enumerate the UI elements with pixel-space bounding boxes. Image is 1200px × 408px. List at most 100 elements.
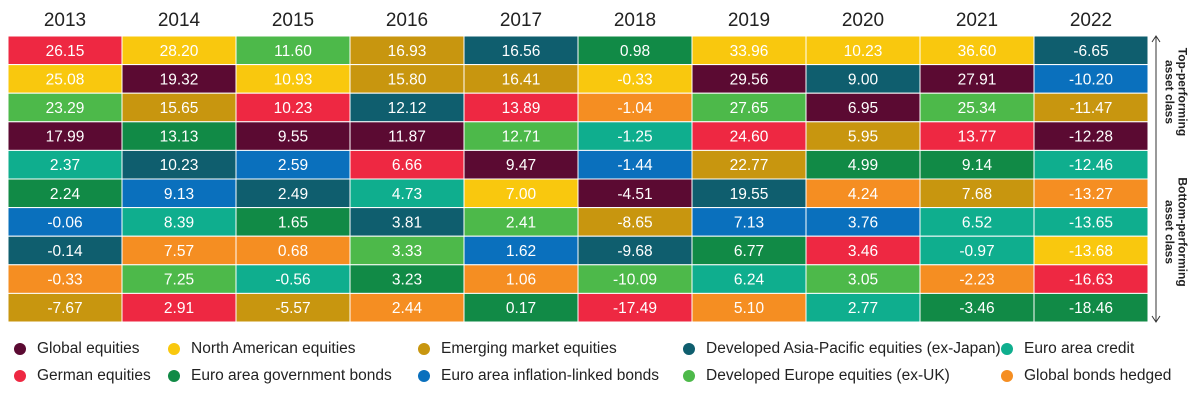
cell-value: 9.13 [164, 186, 194, 203]
cell-bg [235, 264, 351, 294]
cell-value: 29.56 [730, 71, 769, 88]
cell-value: 1.65 [278, 214, 308, 231]
cell-2018-rank-5: -1.44 [577, 149, 693, 180]
year-label-2022: 2022 [1070, 10, 1112, 31]
cell-value: 27.91 [958, 71, 997, 88]
cell-2013-rank-6: 2.24 [7, 178, 123, 209]
cell-value: -0.33 [47, 272, 82, 289]
cell-bg [919, 292, 1035, 323]
cell-2017-rank-4: 12.71 [463, 121, 579, 151]
cell-2022-rank-8: -13.68 [1033, 235, 1149, 266]
cell-value: 16.41 [502, 71, 541, 88]
cell-value: 13.89 [502, 100, 541, 117]
cell-2019-rank-2: 29.56 [691, 64, 807, 94]
cell-value: 13.77 [958, 129, 997, 146]
cell-2016-rank-2: 15.80 [349, 64, 465, 94]
legend-item-dee: Developed Europe equities (ex-UK) [683, 365, 950, 387]
cell-2013-rank-4: 17.99 [7, 121, 123, 151]
cell-2015-rank-5: 2.59 [235, 149, 351, 180]
cell-value: 10.23 [844, 43, 883, 60]
cell-value: 4.99 [848, 157, 878, 174]
cell-value: 3.76 [848, 214, 878, 231]
cell-value: -8.65 [617, 214, 652, 231]
cell-bg [1033, 92, 1149, 123]
cell-2016-rank-8: 3.33 [349, 235, 465, 266]
cell-value: 5.10 [734, 300, 765, 317]
cell-bg [463, 292, 579, 323]
cell-value: 2.49 [278, 186, 308, 203]
cell-bg [121, 149, 237, 180]
cell-value: 6.24 [734, 272, 765, 289]
cell-2015-rank-1: 11.60 [235, 35, 351, 66]
cell-2018-rank-8: -9.68 [577, 235, 693, 266]
cell-value: -17.49 [613, 300, 657, 317]
cell-bg [463, 64, 579, 94]
cell-bg [463, 235, 579, 266]
cell-2019-rank-7: 7.13 [691, 207, 807, 237]
cell-2014-rank-5: 10.23 [121, 149, 237, 180]
cell-value: 13.13 [160, 129, 199, 146]
cell-2015-rank-4: 9.55 [235, 121, 351, 151]
cell-value: -1.04 [617, 100, 653, 117]
cell-value: -5.57 [275, 300, 310, 317]
cell-value: 11.87 [388, 129, 426, 146]
cell-value: 7.25 [164, 272, 194, 289]
cell-value: -1.25 [617, 129, 652, 146]
cell-value: -13.65 [1069, 214, 1113, 231]
cell-2014-rank-7: 8.39 [121, 207, 237, 237]
year-label-2019: 2019 [728, 10, 770, 31]
cell-bg [121, 35, 237, 66]
cell-value: -16.63 [1069, 272, 1113, 289]
cell-value: 2.37 [50, 157, 80, 174]
cell-value: 9.47 [506, 157, 536, 174]
legend-item-gbh: Global bonds hedged [1001, 365, 1171, 387]
cell-2021-rank-10: -3.46 [919, 292, 1035, 323]
cell-2016-rank-4: 11.87 [349, 121, 465, 151]
cell-2014-rank-10: 2.91 [121, 292, 237, 323]
cell-bg [463, 149, 579, 180]
cell-value: 2.24 [50, 186, 81, 203]
legend-item-ger: German equities [14, 365, 151, 387]
cell-2019-rank-9: 6.24 [691, 264, 807, 294]
cell-bg [7, 92, 123, 123]
cell-2014-rank-2: 19.32 [121, 64, 237, 94]
cell-value: 25.34 [958, 100, 997, 117]
legend-label: Developed Asia-Pacific equities (ex-Japa… [706, 340, 1001, 357]
cell-2017-rank-6: 7.00 [463, 178, 579, 209]
cell-bg [805, 178, 921, 209]
cell-value: -13.27 [1069, 186, 1113, 203]
cell-bg [1033, 292, 1149, 323]
cell-2016-rank-10: 2.44 [349, 292, 465, 323]
cell-2019-rank-4: 24.60 [691, 121, 807, 151]
cell-2021-rank-6: 7.68 [919, 178, 1035, 209]
cell-bg [121, 92, 237, 123]
cell-2013-rank-9: -0.33 [7, 264, 123, 294]
year-label-2014: 2014 [158, 10, 201, 31]
cell-value: 2.44 [392, 300, 423, 317]
legend-item-nae: North American equities [168, 338, 356, 360]
cell-value: 22.77 [730, 157, 769, 174]
cell-value: 19.55 [730, 186, 769, 203]
cell-2022-rank-7: -13.65 [1033, 207, 1149, 237]
year-label-2016: 2016 [386, 10, 428, 31]
cell-value: 4.73 [392, 186, 422, 203]
cell-value: 1.06 [506, 272, 536, 289]
cell-2019-rank-5: 22.77 [691, 149, 807, 180]
cell-2013-rank-7: -0.06 [7, 207, 123, 237]
returns-grid-svg: 2013 2014 2015 2016 2017 2018 2019 2020 2021 2022… [7, 10, 1190, 323]
cell-2016-rank-7: 3.81 [349, 207, 465, 237]
cell-bg [463, 178, 579, 209]
cell-bg [349, 35, 465, 66]
cell-value: 6.77 [734, 243, 764, 260]
cell-value: -4.51 [617, 186, 652, 203]
cell-value: 7.57 [164, 243, 194, 260]
cell-bg [691, 264, 807, 294]
cell-bg [349, 178, 465, 209]
cell-value: 2.41 [506, 214, 536, 231]
cell-value: 7.00 [506, 186, 537, 203]
cell-bg [919, 207, 1035, 237]
cell-value: 0.68 [278, 243, 308, 260]
